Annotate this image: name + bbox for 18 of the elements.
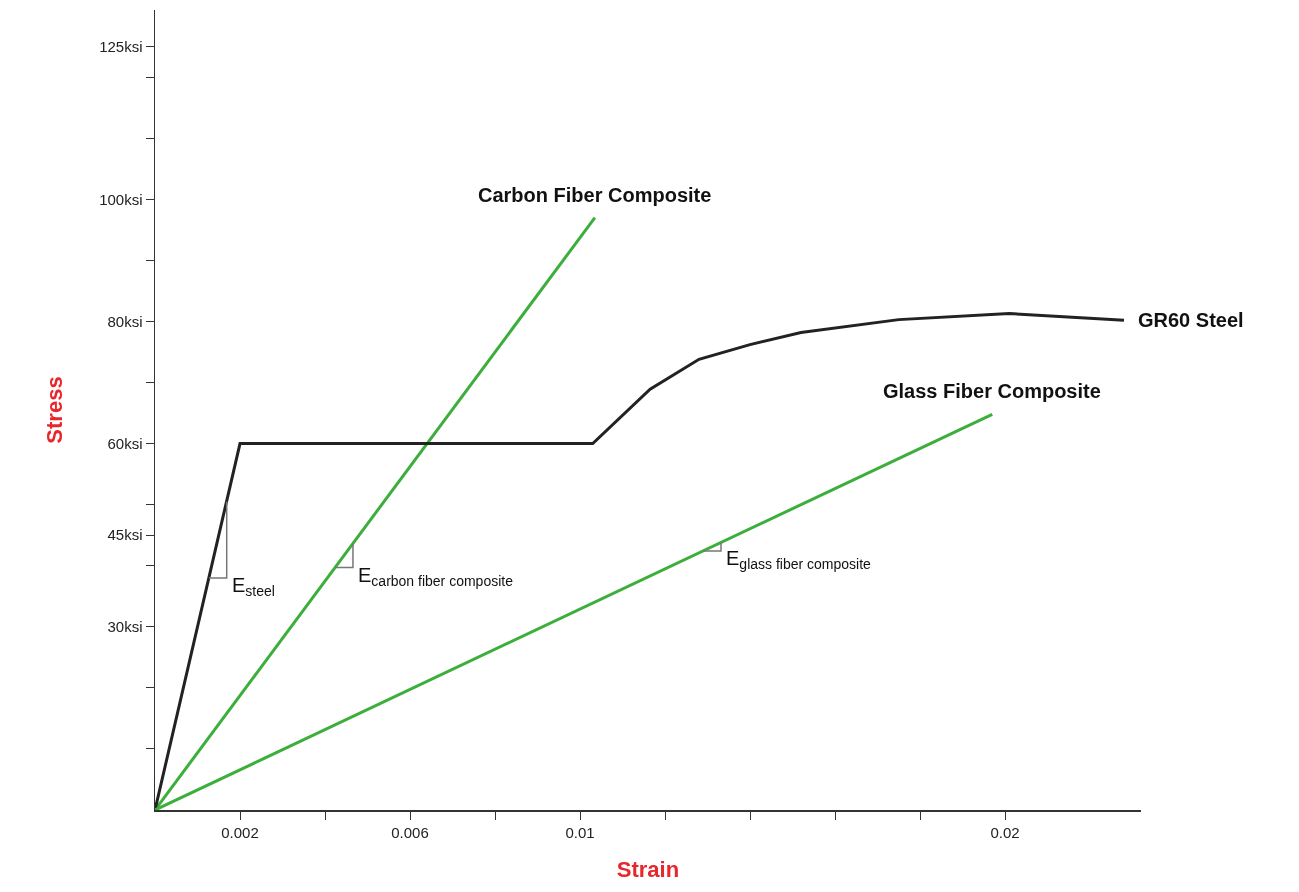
y-tick-label: 80ksi bbox=[107, 312, 143, 330]
x-tick-label: 0.002 bbox=[221, 823, 259, 841]
y-axis-title: Stress bbox=[42, 376, 68, 444]
series-label: GR60 Steel bbox=[1138, 309, 1244, 331]
annotation: E$_{steel}$ bbox=[232, 574, 275, 600]
y-tick-label: 30ksi bbox=[107, 618, 143, 636]
y-tick-label: 45ksi bbox=[107, 526, 143, 544]
y-tick-label: 60ksi bbox=[107, 434, 143, 452]
series-label: Carbon Fiber Composite bbox=[478, 184, 712, 206]
x-tick-label: 0.02 bbox=[990, 823, 1020, 841]
series-label: Glass Fiber Composite bbox=[883, 380, 1101, 402]
y-tick-label: 100ksi bbox=[99, 190, 143, 208]
x-tick-label: 0.01 bbox=[565, 823, 595, 841]
x-axis-title: Strain bbox=[616, 857, 680, 883]
annotation: E$_{carbon fiber composite}$ bbox=[358, 564, 514, 590]
y-tick-label: 125ksi bbox=[99, 37, 143, 55]
annotation: E$_{glass fiber composite}$ bbox=[726, 547, 872, 573]
x-tick-label: 0.006 bbox=[391, 823, 429, 841]
